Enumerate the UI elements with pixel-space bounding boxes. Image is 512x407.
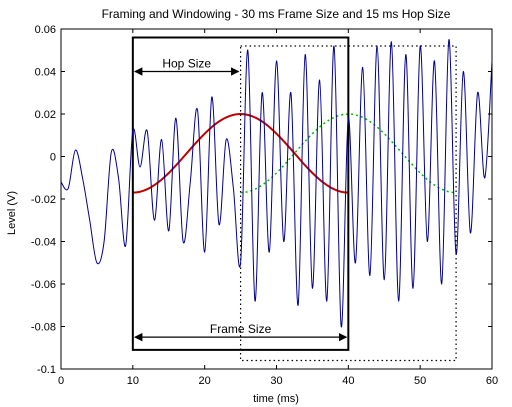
window-layer xyxy=(132,112,457,194)
y-tick-label: -0.08 xyxy=(31,322,56,334)
y-tick-label: -0.06 xyxy=(31,279,56,291)
x-tick-label: 30 xyxy=(270,375,282,387)
frame-layer xyxy=(131,36,457,362)
y-axis: -0.1 -0.08 -0.06 -0.04 -0.02 0 0.02 0.04 0.06 xyxy=(31,24,492,376)
x-tick-label: 20 xyxy=(199,375,211,387)
window-curve-2 xyxy=(240,113,457,194)
y-tick-label: -0.04 xyxy=(31,237,56,249)
y-tick-label: -0.1 xyxy=(37,364,56,376)
y-tick-label: 0.04 xyxy=(35,67,56,79)
frame-size-label: Frame Size xyxy=(210,322,272,336)
x-axis: 0 10 20 30 40 50 60 xyxy=(58,29,498,387)
x-tick-label: 40 xyxy=(342,375,354,387)
y-tick-label: 0.06 xyxy=(35,24,56,36)
x-tick-label: 10 xyxy=(127,375,139,387)
x-tick-label: 0 xyxy=(58,375,64,387)
signal-line xyxy=(60,39,493,328)
window-curve-1 xyxy=(132,112,349,194)
x-tick-label: 50 xyxy=(414,375,426,387)
hop-size-label: Hop Size xyxy=(162,57,211,71)
y-tick-label: -0.02 xyxy=(31,194,56,206)
y-axis-label: Level (V) xyxy=(6,191,18,235)
plot-area xyxy=(60,28,493,370)
chart-title: Framing and Windowing - 30 ms Frame Size… xyxy=(102,7,451,21)
x-tick-label: 60 xyxy=(486,375,498,387)
y-tick-label: 0 xyxy=(50,152,56,164)
x-axis-label: time (ms) xyxy=(253,393,299,405)
annotation-layer: Hop Size Frame Size xyxy=(133,57,348,342)
y-tick-label: 0.02 xyxy=(35,109,56,121)
